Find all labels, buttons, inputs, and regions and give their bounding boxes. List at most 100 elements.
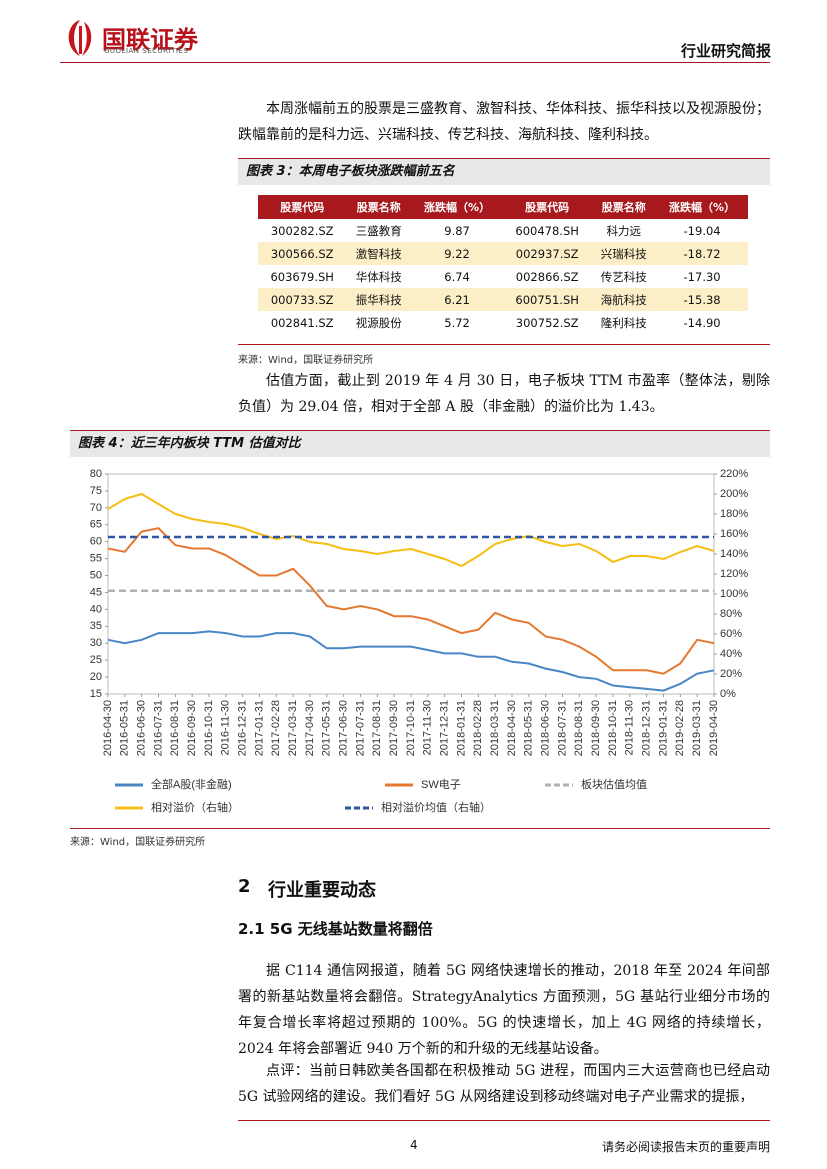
x-tick-label: 2019-04-30 <box>708 700 720 756</box>
header-rule <box>60 62 770 63</box>
legend-label: 相对溢价（右轴） <box>151 800 239 814</box>
x-tick-label: 2017-01-31 <box>253 700 265 756</box>
cell: 华体科技 <box>355 269 402 284</box>
cell: -18.72 <box>656 242 748 265</box>
y-tick-label: 65 <box>90 519 102 531</box>
header-cell: 涨跌幅（%） <box>411 195 503 219</box>
x-tick-label: 2018-11-30 <box>624 700 636 755</box>
x-tick-label: 2017-10-31 <box>405 700 417 756</box>
cell: 9.22 <box>411 242 503 265</box>
table-row: 300566.SZ 激智科技 9.22 002937.SZ 兴瑞科技 -18.72 <box>258 242 748 265</box>
cell: -14.90 <box>683 315 721 330</box>
section-number: 2 <box>238 876 251 897</box>
x-tick-label: 2016-06-30 <box>136 700 148 756</box>
logo-icon <box>68 20 92 56</box>
x-tick-label: 2016-04-30 <box>102 700 114 756</box>
x-tick-label: 2017-08-31 <box>371 700 383 756</box>
y-tick-label: 15 <box>90 688 102 700</box>
x-tick-label: 2017-07-31 <box>354 700 366 756</box>
cell: 激智科技 <box>346 242 412 265</box>
table-row: 000733.SZ 振华科技 6.21 600751.SH 海航科技 -15.38 <box>258 288 748 311</box>
paragraph: 据 C114 通信网报道，随着 5G 网络快速增长的推动，2018 年至 202… <box>238 963 770 1057</box>
section-title: 行业重要动态 <box>268 880 376 901</box>
cell: -17.30 <box>683 269 721 284</box>
x-tick-label: 2019-01-31 <box>657 700 669 756</box>
y2-tick-label: 120% <box>720 568 748 580</box>
x-tick-label: 2018-03-31 <box>489 700 501 756</box>
header-cell: 股票名称 <box>346 195 412 219</box>
cell: 000733.SZ <box>258 288 347 311</box>
header-cell: 股票名称 <box>591 195 657 219</box>
x-tick-label: 2018-09-30 <box>590 700 602 756</box>
x-tick-label: 2018-07-31 <box>556 700 568 756</box>
logo-text: 国联证券 <box>102 26 198 54</box>
x-tick-label: 2016-05-31 <box>119 700 131 756</box>
x-tick-label: 2018-12-31 <box>641 700 653 756</box>
table-row: 603679.SH 华体科技 6.74 002866.SZ 传艺科技 -17.30 <box>258 265 748 288</box>
cell: 002866.SZ <box>515 269 579 284</box>
y-tick-label: 70 <box>90 502 102 514</box>
series-line <box>107 630 715 692</box>
cell: 视源股份 <box>355 315 402 330</box>
cell: 6.74 <box>444 269 470 284</box>
cell: 600751.SH <box>502 288 592 311</box>
y-tick-label: 30 <box>90 637 102 649</box>
legend-label: 板块估值均值 <box>581 777 647 791</box>
x-tick-label: 2017-12-31 <box>439 700 451 756</box>
doc-type: 行业研究简报 <box>680 42 771 60</box>
figure-3: 图表 3：本周电子板块涨跌幅前五名 股票代码 股票名称 涨跌幅（%） 股票代码 股票名称… <box>238 158 770 366</box>
legend-label: 相对溢价均值（右轴） <box>381 800 491 814</box>
y2-tick-label: 180% <box>720 508 748 520</box>
y2-tick-label: 0% <box>720 688 736 700</box>
x-tick-label: 2017-09-30 <box>388 700 400 756</box>
cell: 002937.SZ <box>502 242 592 265</box>
cell: 002841.SZ <box>270 315 334 330</box>
cell: 300566.SZ <box>258 242 347 265</box>
chart: 15 20 25 30 35 40 45 50 55 60 65 70 75 80 0% 20% 40% 60% 8… <box>90 468 749 814</box>
y2-tick-label: 200% <box>720 488 748 500</box>
cell: 三盛教育 <box>355 223 402 238</box>
y2-tick-label: 140% <box>720 548 748 560</box>
x-tick-label: 2017-02-28 <box>270 700 282 756</box>
cell: 600478.SH <box>515 223 579 238</box>
plot-frame <box>107 473 715 695</box>
x-tick-label: 2016-10-31 <box>203 700 215 756</box>
x-tick-label: 2019-03-31 <box>691 700 703 756</box>
x-tick-label: 2018-02-28 <box>472 700 484 756</box>
header-cell: 涨跌幅（%） <box>656 195 748 219</box>
y2-tick-label: 20% <box>720 668 742 680</box>
legend-label: 全部A股(非金融) <box>151 777 232 791</box>
cell: 隆利科技 <box>600 315 647 330</box>
series-line <box>107 527 715 675</box>
y-tick-label: 40 <box>90 603 102 615</box>
cell: 6.21 <box>411 288 503 311</box>
cell: 300752.SZ <box>515 315 579 330</box>
y2-tick-label: 80% <box>720 608 742 620</box>
x-tick-label: 2016-12-31 <box>237 700 249 756</box>
x-tick-label: 2019-02-28 <box>674 700 686 756</box>
footer-notice: 请务必阅读报告末页的重要声明 <box>601 1140 770 1154</box>
y-tick-label: 75 <box>90 485 102 497</box>
figure-title: 图表 4：近三年内板块 TTM 估值对比 <box>70 431 770 457</box>
table-row: 002841.SZ 视源股份 5.72 300752.SZ 隆利科技 -14.90 <box>258 311 748 334</box>
header-cell: 股票代码 <box>502 195 592 219</box>
cell: -15.38 <box>656 288 748 311</box>
logo-en: GUOLIAN SECURITIES <box>104 47 189 55</box>
page-number: 4 <box>410 1138 418 1152</box>
x-tick-label: 2018-01-31 <box>455 700 467 756</box>
header-cell: 股票代码 <box>258 195 347 219</box>
x-tick-label: 2016-08-31 <box>169 700 181 756</box>
cell: 9.87 <box>444 223 470 238</box>
figure-4: 图表 4：近三年内板块 TTM 估值对比 <box>70 430 770 457</box>
table: 股票代码 股票名称 涨跌幅（%） 股票代码 股票名称 涨跌幅（%） 300282.SZ 三盛教… <box>258 195 748 334</box>
y2-tick-label: 40% <box>720 648 742 660</box>
cell: 海航科技 <box>591 288 657 311</box>
x-tick-label: 2018-05-31 <box>523 700 535 756</box>
cell: 传艺科技 <box>600 269 647 284</box>
y2-tick-label: 220% <box>720 468 748 480</box>
x-tick-label: 2017-06-30 <box>338 700 350 756</box>
x-tick-label: 2016-07-31 <box>152 700 164 756</box>
cell: 300282.SZ <box>270 223 334 238</box>
x-tick-label: 2018-06-30 <box>540 700 552 756</box>
